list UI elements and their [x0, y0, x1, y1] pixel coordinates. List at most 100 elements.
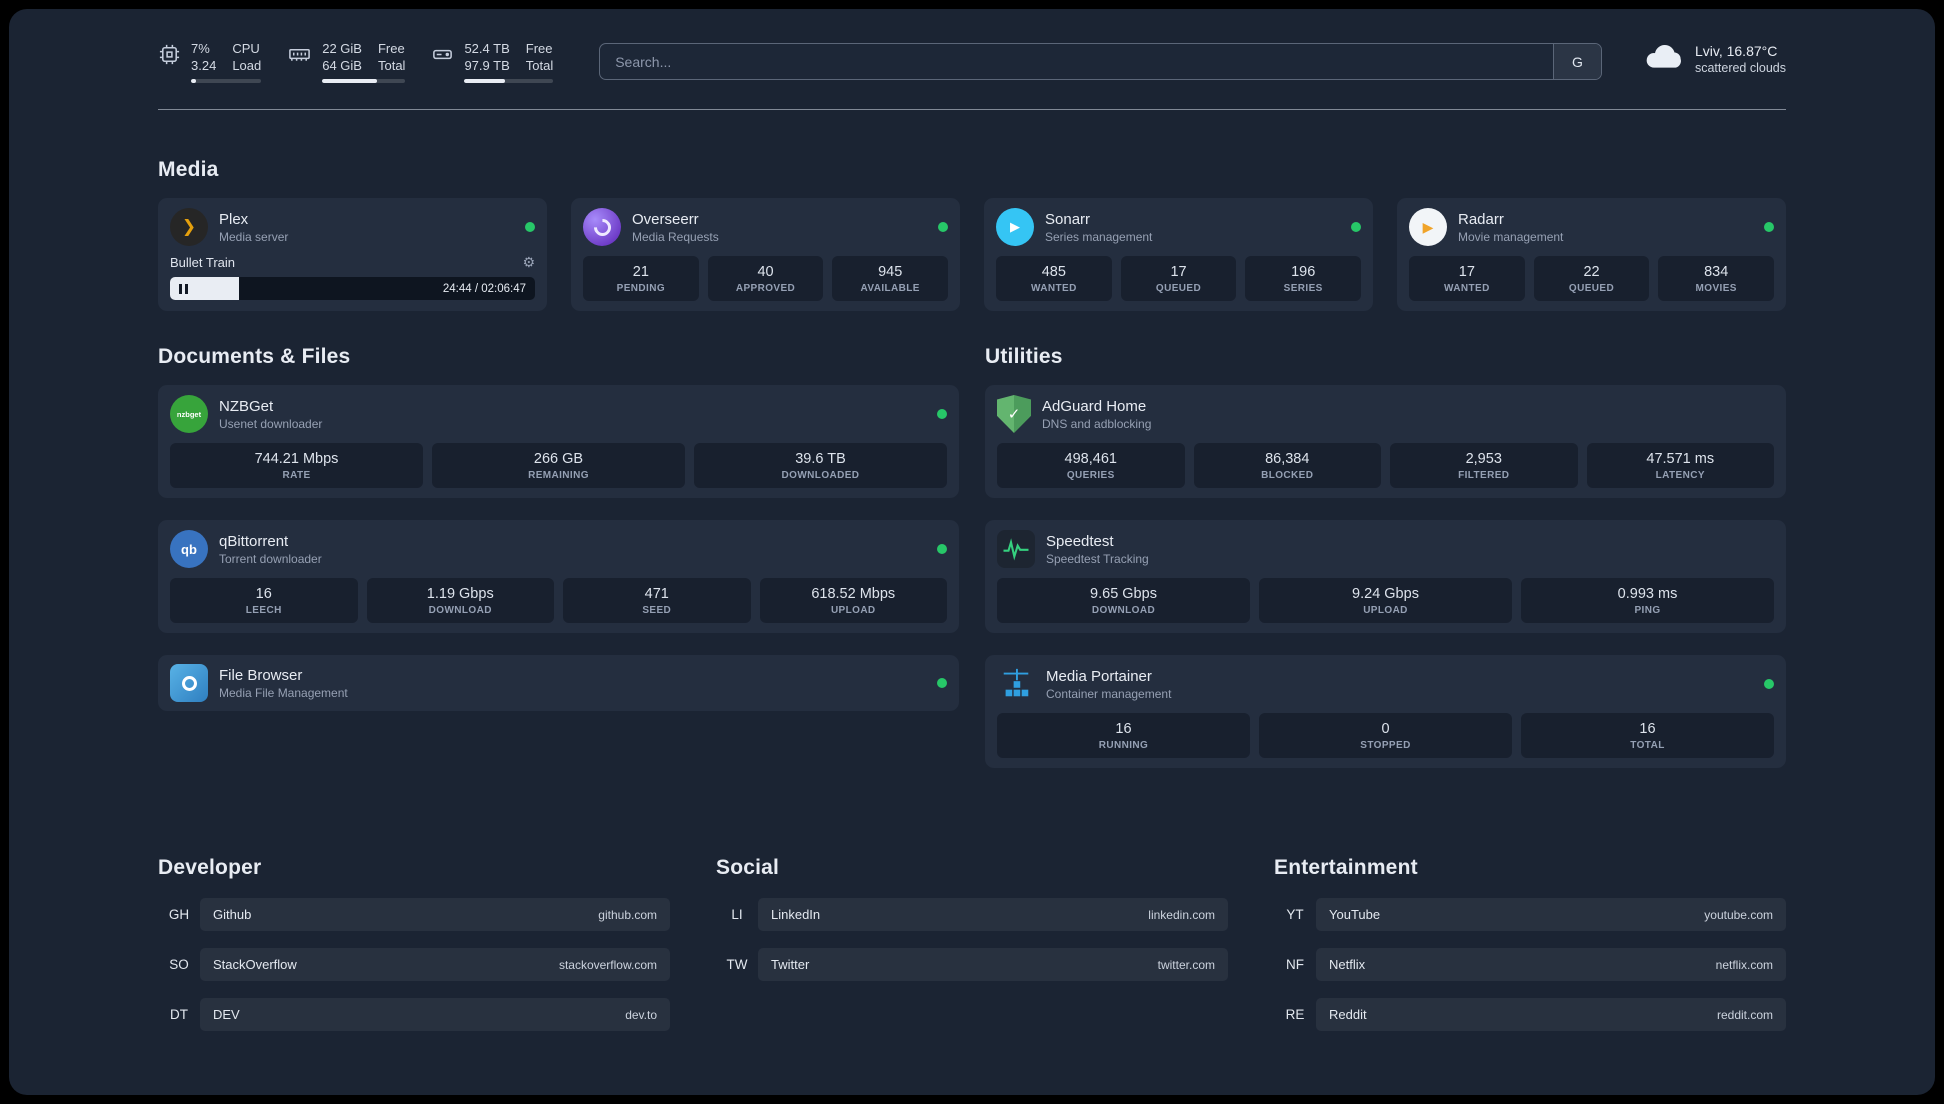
bookmark-name: StackOverflow: [213, 957, 297, 972]
status-dot: [937, 678, 947, 688]
bookmark-twitter[interactable]: TW Twitter twitter.com: [716, 948, 1228, 981]
top-bar: 7% 3.24 CPU Load: [158, 41, 1786, 83]
bookmark-url: github.com: [598, 907, 657, 922]
playback-progress-fill: [170, 277, 240, 300]
stat-tile: 22 QUEUED: [1533, 256, 1650, 301]
service-card-radarr[interactable]: ▶ Radarr Movie management 17 WANTED 22 Q…: [1397, 198, 1786, 311]
cloud-icon: [1644, 42, 1684, 75]
cpu-widget: 7% 3.24 CPU Load: [158, 41, 262, 83]
bookmark-name: Netflix: [1329, 957, 1366, 972]
stat-tile: 16 TOTAL: [1521, 713, 1774, 758]
adguard-icon: ✓: [997, 395, 1031, 433]
service-card-nzbget[interactable]: nzbget NZBGet Usenet downloader 744.21 M…: [158, 385, 959, 498]
bookmark-reddit[interactable]: RE Reddit reddit.com: [1274, 998, 1786, 1031]
ram-total-label: Total: [377, 58, 406, 73]
service-subtitle: Torrent downloader: [219, 551, 322, 566]
disk-free-label: Free: [525, 41, 553, 56]
bookmark-url: reddit.com: [1716, 1007, 1773, 1022]
bookmark-group-entertainment: Entertainment YT YouTube youtube.com NF …: [1274, 856, 1786, 1048]
status-dot: [1764, 679, 1774, 689]
status-dot: [525, 222, 535, 232]
sonarr-icon: ▶: [996, 208, 1034, 246]
bookmark-github[interactable]: GH Github github.com: [158, 898, 670, 931]
stat-tile: 1.19 Gbps DOWNLOAD: [366, 578, 554, 623]
stat-tile: 618.52 Mbps UPLOAD: [759, 578, 947, 623]
cpu-usage-value: 7%: [191, 41, 210, 56]
bookmark-name: Reddit: [1329, 1007, 1367, 1022]
ram-free-value: 22 GiB: [322, 41, 362, 56]
filebrowser-icon: [170, 664, 208, 702]
service-name: Overseerr: [632, 210, 699, 228]
service-card-qbittorrent[interactable]: qb qBittorrent Torrent downloader 16 LEE…: [158, 520, 959, 633]
bookmark-youtube[interactable]: YT YouTube youtube.com: [1274, 898, 1786, 931]
bookmark-url: stackoverflow.com: [558, 957, 657, 972]
bookmark-abbr: RE: [1285, 1007, 1305, 1022]
stat-tile: 9.24 Gbps UPLOAD: [1259, 578, 1512, 623]
service-card-sonarr[interactable]: ▶ Sonarr Series management 485 WANTED 17…: [984, 198, 1373, 311]
nzbget-icon: nzbget: [170, 395, 208, 433]
dashboard: 7% 3.24 CPU Load: [9, 9, 1935, 1095]
ram-total-value: 64 GiB: [322, 58, 362, 73]
service-name: Plex: [219, 210, 249, 228]
bookmark-abbr: LI: [731, 907, 743, 922]
stat-tile: 17 WANTED: [1409, 256, 1525, 301]
bookmark-abbr: DT: [170, 1007, 188, 1022]
cpu-progress-bar: [191, 79, 262, 83]
status-dot: [938, 222, 948, 232]
bookmark-abbr: NF: [1286, 957, 1304, 972]
status-dot: [1764, 222, 1774, 232]
bookmark-group-social: Social LI LinkedIn linkedin.com TW Twitt…: [716, 856, 1228, 1048]
bookmark-group-developer: Developer GH Github github.com SO StackO…: [158, 856, 670, 1048]
bookmark-url: youtube.com: [1704, 907, 1773, 922]
bookmark-dev[interactable]: DT DEV dev.to: [158, 998, 670, 1031]
service-card-filebrowser[interactable]: File Browser Media File Management: [158, 655, 959, 711]
documents-column: Documents & Files nzbget NZBGet Usenet d…: [158, 345, 959, 768]
service-subtitle: Speedtest Tracking: [1046, 551, 1149, 566]
stat-tile: 744.21 Mbps RATE: [170, 443, 423, 488]
disk-total-value: 97.9 TB: [464, 58, 510, 73]
bookmark-name: Twitter: [771, 957, 810, 972]
bookmarks-grid: Developer GH Github github.com SO StackO…: [158, 856, 1786, 1088]
resource-widgets: 7% 3.24 CPU Load: [158, 41, 554, 83]
stat-tile: 945 AVAILABLE: [832, 256, 949, 301]
service-name: Radarr: [1458, 210, 1504, 228]
service-card-portainer[interactable]: Media Portainer Container management 16 …: [985, 655, 1786, 768]
bookmark-stackoverflow[interactable]: SO StackOverflow stackoverflow.com: [158, 948, 670, 981]
stat-tile: 485 WANTED: [996, 256, 1112, 301]
stat-tile: 16 LEECH: [170, 578, 358, 623]
service-card-plex[interactable]: ❯ Plex Media server Bullet Train ⚙ 24:44…: [158, 198, 547, 311]
bookmark-netflix[interactable]: NF Netflix netflix.com: [1274, 948, 1786, 981]
memory-widget: 22 GiB 64 GiB Free Total: [287, 41, 406, 83]
service-name: File Browser: [219, 666, 303, 684]
playback-time: 24:44 / 02:06:47: [442, 282, 526, 295]
search-input[interactable]: [600, 44, 1553, 79]
bookmark-group-title: Developer: [158, 856, 262, 879]
stat-tile: 196 SERIES: [1245, 256, 1362, 301]
service-card-overseerr[interactable]: Overseerr Media Requests 21 PENDING 40 A…: [571, 198, 960, 311]
cpu-chip-icon: [158, 43, 181, 71]
weather-condition: scattered clouds: [1694, 60, 1786, 75]
service-subtitle: Media server: [219, 229, 289, 244]
status-dot: [937, 544, 947, 554]
stat-tile: 40 APPROVED: [707, 256, 824, 301]
gear-icon[interactable]: ⚙: [522, 254, 535, 270]
service-subtitle: Series management: [1045, 229, 1153, 244]
cpu-load-label: Load: [232, 58, 262, 73]
bookmark-name: LinkedIn: [771, 907, 821, 922]
service-card-adguard[interactable]: ✓ AdGuard Home DNS and adblocking 498,46…: [985, 385, 1786, 498]
playback-progress-bar[interactable]: 24:44 / 02:06:47: [170, 277, 535, 300]
pause-icon[interactable]: [179, 283, 188, 294]
status-dot: [1351, 222, 1361, 232]
section-title-media: Media: [158, 158, 219, 181]
weather-widget[interactable]: Lviv, 16.87°C scattered clouds: [1644, 42, 1786, 75]
search-provider-button[interactable]: G: [1552, 44, 1601, 79]
search-bar[interactable]: G: [599, 43, 1602, 80]
service-subtitle: Media Requests: [632, 229, 719, 244]
bookmark-abbr: GH: [168, 907, 190, 922]
service-subtitle: DNS and adblocking: [1042, 416, 1152, 431]
stat-tile: 266 GB REMAINING: [432, 443, 685, 488]
radarr-icon: ▶: [1409, 208, 1447, 246]
service-card-speedtest[interactable]: Speedtest Speedtest Tracking 9.65 Gbps D…: [985, 520, 1786, 633]
service-subtitle: Container management: [1046, 686, 1172, 701]
bookmark-linkedin[interactable]: LI LinkedIn linkedin.com: [716, 898, 1228, 931]
